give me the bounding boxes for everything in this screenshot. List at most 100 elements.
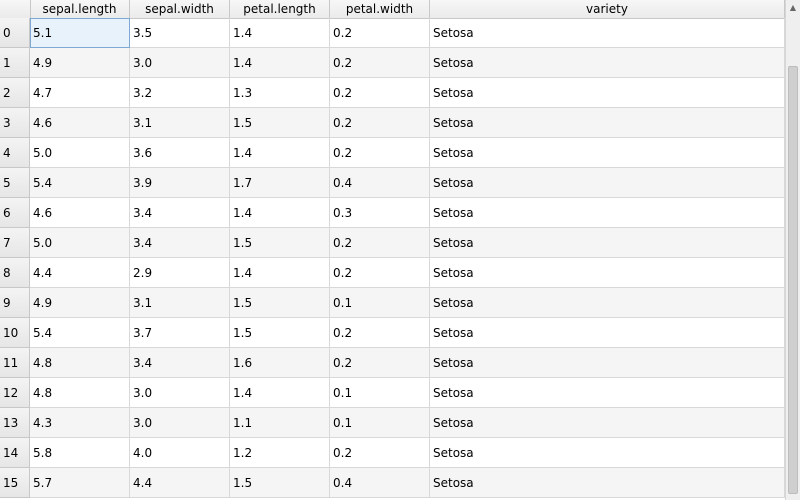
table-cell[interactable]: 3.0 — [130, 378, 230, 408]
table-cell[interactable]: 3.1 — [130, 288, 230, 318]
table-cell[interactable]: 4.7 — [30, 78, 130, 108]
table-row[interactable]: 11 4.8 3.4 1.6 0.2 Setosa — [0, 348, 785, 378]
table-cell[interactable]: 4.8 — [30, 378, 130, 408]
table-cell[interactable]: 1.5 — [230, 108, 330, 138]
table-cell[interactable]: 4.4 — [30, 258, 130, 288]
table-row[interactable]: 9 4.9 3.1 1.5 0.1 Setosa — [0, 288, 785, 318]
table-cell[interactable]: 4.9 — [30, 288, 130, 318]
vertical-scrollbar[interactable]: ▲ — [785, 0, 800, 500]
table-row[interactable]: 10 5.4 3.7 1.5 0.2 Setosa — [0, 318, 785, 348]
table-cell[interactable]: 3.7 — [130, 318, 230, 348]
column-header-variety[interactable]: variety — [430, 0, 785, 18]
table-cell[interactable]: Setosa — [430, 78, 785, 108]
table-cell[interactable]: 4.0 — [130, 438, 230, 468]
table-row[interactable]: 1 4.9 3.0 1.4 0.2 Setosa — [0, 48, 785, 78]
table-cell[interactable]: 0.2 — [330, 18, 430, 48]
row-header[interactable]: 8 — [0, 258, 30, 288]
row-header[interactable]: 7 — [0, 228, 30, 258]
table-cell[interactable]: 1.5 — [230, 288, 330, 318]
table-cell[interactable]: Setosa — [430, 258, 785, 288]
table-cell[interactable]: 0.2 — [330, 438, 430, 468]
table-cell[interactable]: 4.6 — [30, 198, 130, 228]
table-cell[interactable]: 0.2 — [330, 108, 430, 138]
column-header-petal-length[interactable]: petal.length — [230, 0, 330, 18]
table-cell[interactable]: Setosa — [430, 108, 785, 138]
table-row[interactable]: 15 5.7 4.4 1.5 0.4 Setosa — [0, 468, 785, 498]
table-cell[interactable]: 0.2 — [330, 138, 430, 168]
table-cell[interactable]: Setosa — [430, 348, 785, 378]
table-cell[interactable]: 1.3 — [230, 78, 330, 108]
table-cell[interactable]: 5.0 — [30, 228, 130, 258]
row-header[interactable]: 2 — [0, 78, 30, 108]
table-cell[interactable]: 3.4 — [130, 228, 230, 258]
row-header[interactable]: 15 — [0, 468, 30, 498]
table-cell[interactable]: 0.1 — [330, 408, 430, 438]
table-cell[interactable]: Setosa — [430, 288, 785, 318]
table-row[interactable]: 8 4.4 2.9 1.4 0.2 Setosa — [0, 258, 785, 288]
table-cell[interactable]: 0.2 — [330, 348, 430, 378]
table-cell[interactable]: 4.8 — [30, 348, 130, 378]
table-cell[interactable]: Setosa — [430, 18, 785, 48]
table-cell[interactable]: 1.6 — [230, 348, 330, 378]
table-cell[interactable]: 0.1 — [330, 288, 430, 318]
table-row[interactable]: 3 4.6 3.1 1.5 0.2 Setosa — [0, 108, 785, 138]
table-cell[interactable]: Setosa — [430, 138, 785, 168]
table-cell[interactable]: 5.0 — [30, 138, 130, 168]
scrollbar-thumb[interactable] — [788, 66, 798, 494]
table-cell[interactable]: 1.4 — [230, 48, 330, 78]
scroll-up-arrow-icon[interactable]: ▲ — [789, 3, 797, 12]
table-cell[interactable]: 4.3 — [30, 408, 130, 438]
row-header[interactable]: 12 — [0, 378, 30, 408]
table-cell[interactable]: Setosa — [430, 228, 785, 258]
table-cell[interactable]: Setosa — [430, 408, 785, 438]
table-cell[interactable]: 3.9 — [130, 168, 230, 198]
table-row[interactable]: 5 5.4 3.9 1.7 0.4 Setosa — [0, 168, 785, 198]
table-cell[interactable]: Setosa — [430, 198, 785, 228]
table-cell[interactable]: Setosa — [430, 468, 785, 498]
row-header[interactable]: 9 — [0, 288, 30, 318]
table-cell[interactable]: Setosa — [430, 438, 785, 468]
corner-header[interactable] — [0, 0, 31, 18]
table-row[interactable]: 6 4.6 3.4 1.4 0.3 Setosa — [0, 198, 785, 228]
row-header[interactable]: 11 — [0, 348, 30, 378]
row-header[interactable]: 13 — [0, 408, 30, 438]
table-cell[interactable]: 3.0 — [130, 48, 230, 78]
table-cell[interactable]: 1.4 — [230, 198, 330, 228]
table-row[interactable]: 0 5.1 3.5 1.4 0.2 Setosa — [0, 18, 785, 48]
table-cell[interactable]: 3.1 — [130, 108, 230, 138]
table-cell[interactable]: 5.1 — [30, 18, 130, 48]
table-cell[interactable]: 0.4 — [330, 468, 430, 498]
table-cell[interactable]: 1.5 — [230, 318, 330, 348]
row-header[interactable]: 5 — [0, 168, 30, 198]
row-header[interactable]: 14 — [0, 438, 30, 468]
row-header[interactable]: 3 — [0, 108, 30, 138]
table-cell[interactable]: 1.7 — [230, 168, 330, 198]
table-cell[interactable]: Setosa — [430, 318, 785, 348]
table-row[interactable]: 4 5.0 3.6 1.4 0.2 Setosa — [0, 138, 785, 168]
table-cell[interactable]: 3.6 — [130, 138, 230, 168]
table-cell[interactable]: 0.2 — [330, 258, 430, 288]
table-cell[interactable]: 1.2 — [230, 438, 330, 468]
table-cell[interactable]: 2.9 — [130, 258, 230, 288]
table-cell[interactable]: 5.8 — [30, 438, 130, 468]
table-cell[interactable]: 1.4 — [230, 18, 330, 48]
table-row[interactable]: 14 5.8 4.0 1.2 0.2 Setosa — [0, 438, 785, 468]
table-cell[interactable]: Setosa — [430, 168, 785, 198]
table-cell[interactable]: 0.1 — [330, 378, 430, 408]
table-cell[interactable]: 1.4 — [230, 138, 330, 168]
table-cell[interactable]: 4.9 — [30, 48, 130, 78]
table-row[interactable]: 2 4.7 3.2 1.3 0.2 Setosa — [0, 78, 785, 108]
table-row[interactable]: 7 5.0 3.4 1.5 0.2 Setosa — [0, 228, 785, 258]
table-cell[interactable]: 1.4 — [230, 378, 330, 408]
table-cell[interactable]: 0.4 — [330, 168, 430, 198]
table-cell[interactable]: 4.4 — [130, 468, 230, 498]
row-header[interactable]: 6 — [0, 198, 30, 228]
table-cell[interactable]: 0.2 — [330, 228, 430, 258]
table-cell[interactable]: 3.2 — [130, 78, 230, 108]
table-cell[interactable]: 1.5 — [230, 228, 330, 258]
table-cell[interactable]: Setosa — [430, 48, 785, 78]
table-cell[interactable]: 0.2 — [330, 48, 430, 78]
table-cell[interactable]: 1.4 — [230, 258, 330, 288]
table-cell[interactable]: 3.4 — [130, 198, 230, 228]
table-cell[interactable]: 3.0 — [130, 408, 230, 438]
